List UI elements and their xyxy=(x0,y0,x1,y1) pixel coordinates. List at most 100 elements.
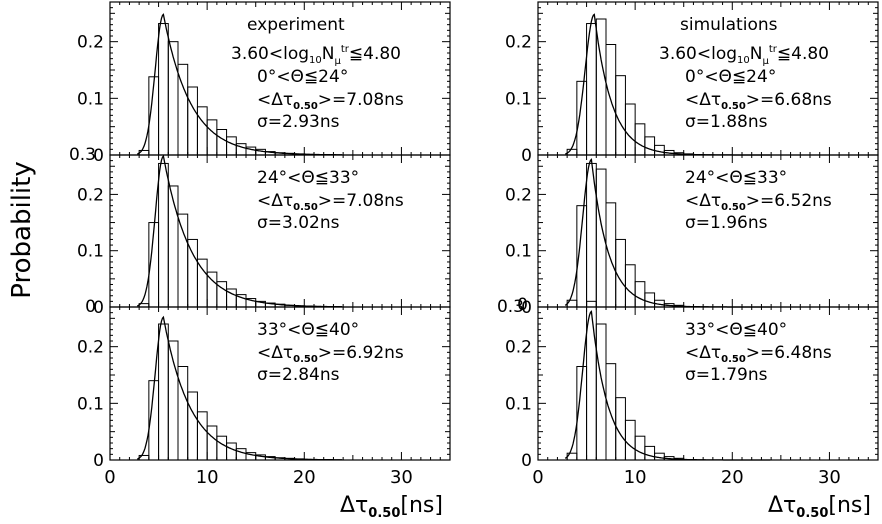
sigma-label: σ=3.02ns xyxy=(257,213,340,233)
mean-label: <Δτ0.50>=6.52ns xyxy=(685,191,832,213)
mean-text: <Δτ xyxy=(685,191,721,211)
x-tick-label: 20 xyxy=(721,467,744,488)
histogram-bar xyxy=(206,425,218,461)
theta-range-label: 24°<Θ≦33° xyxy=(685,168,787,188)
y-tick-label: 0 xyxy=(93,146,104,166)
mean-label: <Δτ0.50>=6.48ns xyxy=(685,343,832,365)
overlap-tick-label: 0 xyxy=(517,295,528,315)
mean-value: >=7.08ns xyxy=(318,90,404,110)
annotation-text: ≦4.80 xyxy=(349,44,401,64)
x-label-unit: [ns] xyxy=(400,493,443,518)
x-tick-label: 30 xyxy=(390,467,413,488)
theta-range-label: 0°<Θ≦24° xyxy=(257,67,348,87)
histogram-bar xyxy=(605,363,617,461)
sigma-label: σ=2.84ns xyxy=(257,365,340,385)
mean-sub: 0.50 xyxy=(721,101,746,112)
histogram-bar xyxy=(634,123,646,156)
panel-frame xyxy=(109,306,451,461)
sigma-label: σ=1.88ns xyxy=(685,112,768,132)
mean-text: <Δτ xyxy=(685,343,721,363)
histogram-bar xyxy=(226,136,237,156)
x-tick-label: 30 xyxy=(818,467,841,488)
theta-range-label: 0°<Θ≦24° xyxy=(685,67,776,87)
y-tick-label: 0 xyxy=(521,451,532,471)
mean-text: <Δτ xyxy=(257,343,293,363)
mean-text: <Δτ xyxy=(685,90,721,110)
annotation-sup: tr xyxy=(341,44,350,55)
mean-sub: 0.50 xyxy=(721,354,746,365)
annotation-sub: 10 xyxy=(309,55,322,66)
selection-annotation: 3.60<log10Nμtr≦4.80 xyxy=(231,44,401,67)
y-tick-label: 0 xyxy=(521,146,532,166)
svg-text:Δτ0.50[ns]: Δτ0.50[ns] xyxy=(340,493,443,521)
chart-panel-right-2: 0 0.1 0.2 0 10 20 30 33°<Θ≦40° <Δτ0.50>=6.48nsσ=… xyxy=(505,300,879,488)
mean-value: >=7.08ns xyxy=(318,191,404,211)
annotation-text: N xyxy=(322,44,335,64)
selection-annotation: 3.60<log10Nμtr≦4.80 xyxy=(659,44,829,67)
y-tick-label: 0.1 xyxy=(77,394,104,414)
histogram-bar xyxy=(624,419,636,461)
histogram-bar xyxy=(624,103,636,156)
histogram-bar xyxy=(196,106,208,156)
overlap-tick-label: 0 xyxy=(85,297,96,317)
x-label-main: Δτ xyxy=(768,493,796,518)
y-tick-label: 0.1 xyxy=(505,242,532,262)
histogram-bar xyxy=(576,80,588,156)
annotation-text: 3.60<log xyxy=(231,44,309,64)
histogram-bar xyxy=(187,391,198,461)
y-tick-label: 0.2 xyxy=(505,338,532,358)
panels: 00.10.2experiment3.60<log10Nμtr≦4.800°<Θ… xyxy=(69,1,879,488)
y-tick-label: 0 xyxy=(521,298,532,318)
y-tick-label: 0.2 xyxy=(77,33,104,53)
chart-panel-right-0: 0 0.1 0.2 simulations 3.60<log10Nμtr≦4.800°<… xyxy=(505,1,879,166)
mean-sub: 0.50 xyxy=(293,354,318,365)
histogram-bar xyxy=(187,86,198,156)
histogram-bar xyxy=(226,442,237,461)
x-label-main: Δτ xyxy=(340,493,368,518)
y-tick-label: 0.1 xyxy=(505,394,532,414)
histogram-bar xyxy=(196,258,208,308)
mean-value: >=6.48ns xyxy=(746,343,832,363)
annotation-sub: 10 xyxy=(737,55,750,66)
sigma-label: σ=2.93ns xyxy=(257,112,340,132)
histogram-bar xyxy=(196,411,208,461)
y-tick-label: 0.2 xyxy=(505,185,532,205)
annotation-sup: tr xyxy=(769,44,778,55)
annotation-sub: μ xyxy=(334,56,341,67)
annotation-text: N xyxy=(750,44,763,64)
y-tick-label: 0.2 xyxy=(77,185,104,205)
histogram-bar xyxy=(158,162,169,308)
x-tick-label: 0 xyxy=(104,467,115,488)
theta-range-label: 33°<Θ≦40° xyxy=(685,320,787,340)
chart-panel-left-2: 0 0.1 0.2 0 10 20 30 33°<Θ≦40° <Δτ0.50>=6.92nsσ=… xyxy=(77,306,451,488)
mean-label: <Δτ0.50>=7.08ns xyxy=(257,90,404,112)
histogram-bar xyxy=(167,185,179,308)
histogram-bar xyxy=(654,144,665,156)
panel-header: simulations xyxy=(680,15,778,35)
mean-value: >=6.52ns xyxy=(746,191,832,211)
annotation-text: ≦4.80 xyxy=(777,44,829,64)
histogram-bar xyxy=(624,264,636,308)
y-tick-label: 0 xyxy=(93,451,104,471)
y-axis-label: Probability xyxy=(7,161,37,298)
y-tick-label: 0.2 xyxy=(77,338,104,358)
mean-sub: 0.50 xyxy=(721,202,746,213)
mean-text: <Δτ xyxy=(257,191,293,211)
y-tick-label: 0.2 xyxy=(505,33,532,53)
histogram-bar xyxy=(644,136,656,156)
y-tick-label: 0.1 xyxy=(77,242,104,262)
mean-value: >=6.92ns xyxy=(318,343,404,363)
mean-label: <Δτ0.50>=7.08ns xyxy=(257,191,404,213)
annotation-text: 3.60<log xyxy=(659,44,737,64)
mean-sub: 0.50 xyxy=(293,101,318,112)
sigma-label: σ=1.79ns xyxy=(685,365,768,385)
y-tick-label: 0.1 xyxy=(505,89,532,109)
svg-text:Δτ0.50[ns]: Δτ0.50[ns] xyxy=(768,493,871,521)
sigma-label: σ=1.96ns xyxy=(685,213,768,233)
panel-frame xyxy=(537,306,879,461)
x-axis-label-right: Δτ0.50[ns] xyxy=(768,493,871,521)
histogram-bar xyxy=(158,323,169,461)
mean-text: <Δτ xyxy=(257,90,293,110)
